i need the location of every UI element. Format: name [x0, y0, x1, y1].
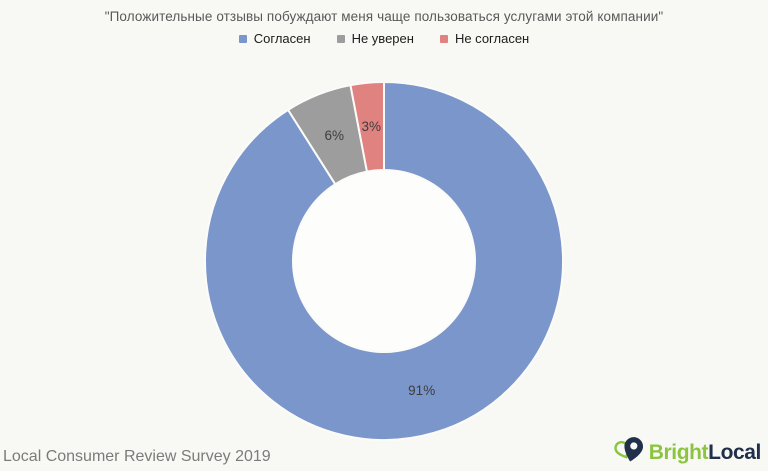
- legend-label-disagree: Не согласен: [454, 31, 530, 46]
- legend-swatch-unsure: [336, 34, 345, 43]
- navy-pin: [624, 437, 643, 462]
- brand-bright: Bright: [648, 440, 709, 464]
- slice-label-0: 91%: [408, 383, 435, 398]
- legend-swatch-agree: [238, 34, 247, 43]
- donut-chart: 91% 6% 3%: [204, 81, 564, 441]
- brand-local: Local: [708, 440, 761, 464]
- navy-pin-dot: [629, 442, 638, 450]
- source-caption: Local Consumer Review Survey 2019: [3, 448, 271, 465]
- donut-slice-0: [204, 81, 564, 441]
- chart-legend: Согласен Не уверен Не согласен: [0, 31, 768, 46]
- donut-hole: [294, 171, 474, 351]
- legend-swatch-disagree: [439, 34, 448, 43]
- legend-item-unsure: Не уверен: [336, 31, 414, 46]
- green-pin-outline: [614, 440, 629, 459]
- slice-label-1: 6%: [325, 128, 345, 143]
- brightlocal-logo: BrightLocal: [614, 437, 761, 468]
- brightlocal-pin-icon: [614, 437, 643, 462]
- legend-item-disagree: Не согласен: [439, 31, 530, 46]
- slice-label-2: 3%: [362, 119, 382, 134]
- chart-title: "Положительные отзывы побуждают меня чащ…: [104, 9, 664, 24]
- legend-item-agree: Согласен: [238, 31, 311, 46]
- legend-label-agree: Согласен: [253, 31, 311, 46]
- legend-label-unsure: Не уверен: [351, 31, 414, 46]
- donut-slice-2: [349, 81, 385, 173]
- brand-wordmark: BrightLocal: [648, 440, 762, 465]
